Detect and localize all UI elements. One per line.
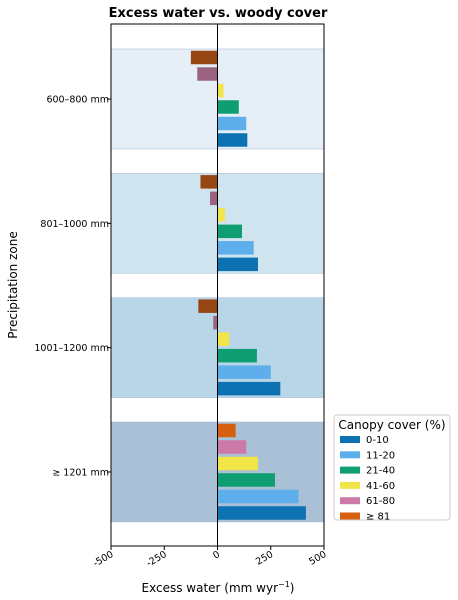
x-axis-label: Excess water (mm wyr−1) xyxy=(142,580,295,595)
bar xyxy=(217,348,257,363)
legend-swatch xyxy=(340,512,360,520)
bar xyxy=(200,175,218,189)
bar xyxy=(217,365,271,379)
chart-title: Excess water vs. woody cover xyxy=(109,6,328,21)
legend-label: ≥ 81 xyxy=(366,512,390,523)
bar xyxy=(217,456,258,471)
x-axis: -500 -250 0 250 500 xyxy=(91,546,329,569)
y-axis: 600–800 mm 801–1000 mm 1001–1200 mm ≥ 1201 … xyxy=(34,95,111,478)
legend-label: 41-60 xyxy=(366,481,395,492)
bar xyxy=(217,332,230,346)
bar xyxy=(217,133,248,147)
x-tick-label: -500 xyxy=(91,549,115,569)
legend-swatch xyxy=(340,481,360,489)
bar xyxy=(217,381,281,396)
bar xyxy=(217,116,247,131)
bar xyxy=(213,315,218,330)
bar xyxy=(217,423,236,438)
x-axis-label-superscript: −1 xyxy=(278,580,290,589)
y-axis-label: Precipitation zone xyxy=(6,231,20,338)
x-tick-label: 0 xyxy=(211,549,222,562)
bar xyxy=(217,440,247,454)
bar xyxy=(217,489,299,504)
bar xyxy=(198,299,218,313)
x-tick-label: 500 xyxy=(307,549,328,568)
bar xyxy=(217,241,254,255)
x-tick-label: -250 xyxy=(145,549,169,569)
legend-label: 11-20 xyxy=(366,450,395,461)
legend-label: 61-80 xyxy=(366,496,395,507)
bar-group xyxy=(190,50,306,520)
bar xyxy=(217,100,239,114)
bar xyxy=(197,67,218,81)
legend-title: Canopy cover (%) xyxy=(338,418,445,432)
bar xyxy=(210,191,218,206)
x-tick-label: 250 xyxy=(254,549,275,568)
y-tick-label: 1001–1200 mm xyxy=(34,343,109,354)
legend-swatch xyxy=(340,436,360,443)
legend-swatch xyxy=(340,466,360,474)
legend-label: 0-10 xyxy=(366,435,389,446)
legend: Canopy cover (%) 0-10 11-20 21-40 41-60 61-80… xyxy=(333,414,451,523)
bar xyxy=(217,208,225,222)
bar xyxy=(217,506,306,520)
bar xyxy=(217,473,276,487)
legend-box xyxy=(333,414,451,521)
y-tick-label: 600–800 mm xyxy=(46,95,109,106)
bar xyxy=(217,83,224,98)
legend-label: 21-40 xyxy=(366,466,395,477)
legend-swatch xyxy=(340,497,360,505)
bar xyxy=(217,257,258,272)
legend-swatch xyxy=(340,451,360,459)
bar xyxy=(190,50,218,65)
bar xyxy=(217,224,242,239)
y-tick-label: ≥ 1201 mm xyxy=(52,467,109,478)
y-tick-label: 801–1000 mm xyxy=(40,219,109,230)
